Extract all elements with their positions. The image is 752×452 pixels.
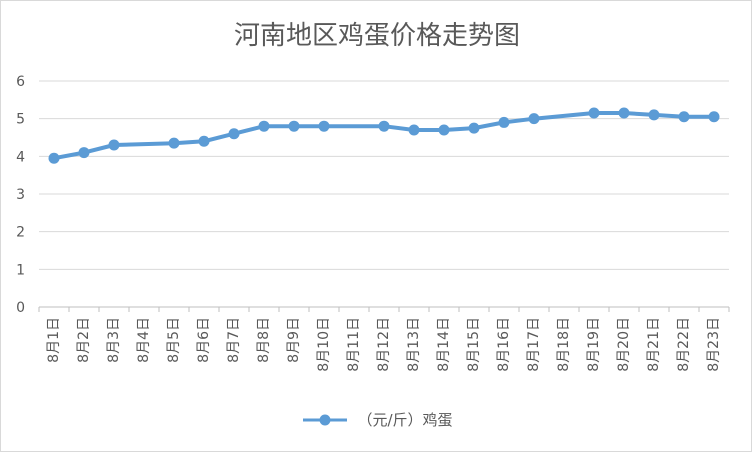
data-point — [288, 120, 300, 132]
y-tick-label: 2 — [16, 225, 25, 241]
x-tick-label: 8月12日 — [376, 317, 392, 372]
x-tick-label: 8月21日 — [646, 317, 662, 372]
x-tick-label: 8月9日 — [286, 317, 302, 363]
x-tick-label: 8月16日 — [496, 317, 512, 372]
legend-marker — [303, 414, 348, 425]
x-tick-label: 8月8日 — [256, 317, 272, 363]
x-tick-label: 8月2日 — [76, 317, 92, 363]
data-point — [198, 135, 210, 147]
data-point — [258, 120, 270, 132]
x-tick-label: 8月17日 — [526, 317, 542, 372]
y-tick-label: 4 — [16, 149, 25, 165]
data-point — [708, 111, 720, 123]
data-point — [588, 107, 600, 119]
data-point — [378, 120, 390, 132]
data-point — [228, 128, 240, 140]
data-point — [618, 107, 630, 119]
y-tick-label: 6 — [16, 74, 25, 90]
x-tick-label: 8月13日 — [406, 317, 422, 372]
x-tick-label: 8月14日 — [436, 317, 452, 372]
y-tick-label: 0 — [16, 300, 25, 316]
x-tick-label: 8月20日 — [616, 317, 632, 372]
data-point — [168, 137, 180, 149]
x-tick-label: 8月4日 — [136, 317, 152, 363]
x-tick-label: 8月19日 — [586, 317, 602, 372]
data-point — [438, 124, 450, 136]
chart-title: 河南地区鸡蛋价格走势图 — [233, 21, 520, 51]
x-tick-label: 8月11日 — [346, 317, 362, 372]
data-point — [318, 120, 330, 132]
data-point — [408, 124, 420, 136]
legend-label: （元/斤）鸡蛋 — [357, 411, 453, 429]
data-point — [108, 139, 120, 151]
x-tick-label: 8月18日 — [556, 317, 572, 372]
x-tick-label: 8月22日 — [676, 317, 692, 372]
x-tick-label: 8月23日 — [706, 317, 722, 372]
y-tick-label: 1 — [16, 262, 25, 278]
data-point — [648, 109, 660, 121]
x-tick-label: 8月5日 — [166, 317, 182, 363]
x-tick-label: 8月15日 — [466, 317, 482, 372]
data-point — [678, 111, 690, 123]
data-point — [48, 152, 60, 164]
data-point — [78, 147, 90, 159]
x-tick-label: 8月1日 — [46, 317, 62, 363]
data-point — [528, 113, 540, 125]
x-tick-label: 8月7日 — [226, 317, 242, 363]
legend: （元/斤）鸡蛋 — [1, 409, 751, 430]
data-point — [498, 116, 510, 128]
series-line — [52, 111, 716, 161]
x-tick-label: 8月10日 — [316, 317, 332, 372]
y-tick-label: 3 — [16, 187, 25, 203]
x-tick-label: 8月3日 — [106, 317, 122, 363]
y-tick-label: 5 — [16, 112, 25, 128]
data-point — [468, 122, 480, 134]
x-tick-label: 8月6日 — [196, 317, 212, 363]
